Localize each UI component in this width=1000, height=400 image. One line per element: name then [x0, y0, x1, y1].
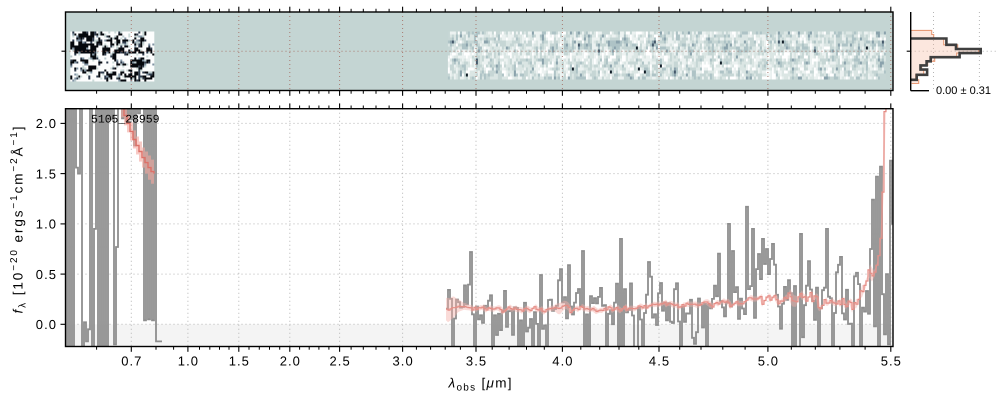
- svg-text:4.5: 4.5: [649, 354, 669, 369]
- svg-text:2.0: 2.0: [280, 354, 300, 369]
- svg-text:0.7: 0.7: [121, 354, 141, 369]
- svg-text:2.0: 2.0: [36, 116, 56, 131]
- svg-text:0.0: 0.0: [36, 317, 56, 332]
- svg-text:3.5: 3.5: [466, 354, 486, 369]
- svg-text:3.0: 3.0: [393, 354, 413, 369]
- svg-text:5.5: 5.5: [881, 354, 901, 369]
- svg-text:fλ [10−20 ergs−1cm−2Å−1]: fλ [10−20 ergs−1cm−2Å−1]: [9, 127, 29, 314]
- svg-text:1.0: 1.0: [36, 217, 56, 232]
- svg-text:5.0: 5.0: [758, 354, 778, 369]
- svg-text:4.0: 4.0: [552, 354, 572, 369]
- svg-text:1.5: 1.5: [36, 166, 56, 181]
- svg-text:0.00 ± 0.31: 0.00 ± 0.31: [936, 85, 991, 97]
- svg-text:λobs [μm]: λobs [μm]: [448, 375, 512, 393]
- svg-text:1.0: 1.0: [178, 354, 198, 369]
- svg-text:2.5: 2.5: [330, 354, 350, 369]
- svg-text:0.5: 0.5: [36, 267, 56, 282]
- svg-text:5105_28959: 5105_28959: [91, 114, 160, 127]
- svg-text:1.5: 1.5: [229, 354, 249, 369]
